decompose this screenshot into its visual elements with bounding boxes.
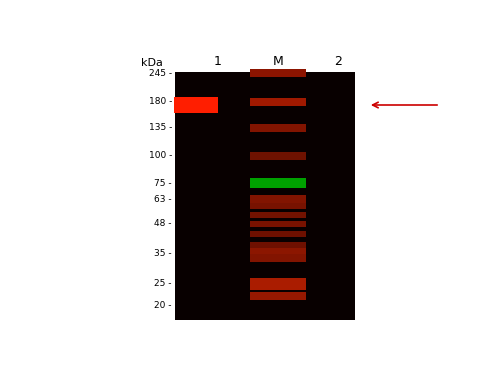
Text: 100 -: 100 - [148,152,172,160]
Text: 135 -: 135 - [148,123,172,132]
Text: 48 -: 48 - [154,219,172,228]
Text: M: M [272,55,283,68]
Text: kDa: kDa [141,58,163,68]
Text: 63 -: 63 - [154,195,172,204]
Text: 20 -: 20 - [154,300,172,309]
Text: 180 -: 180 - [148,98,172,106]
Text: 2: 2 [334,55,342,68]
Text: 1: 1 [214,55,222,68]
Text: 35 -: 35 - [154,249,172,258]
Text: 75 -: 75 - [154,178,172,188]
Text: 245 -: 245 - [149,69,172,78]
Text: 25 -: 25 - [154,279,172,288]
